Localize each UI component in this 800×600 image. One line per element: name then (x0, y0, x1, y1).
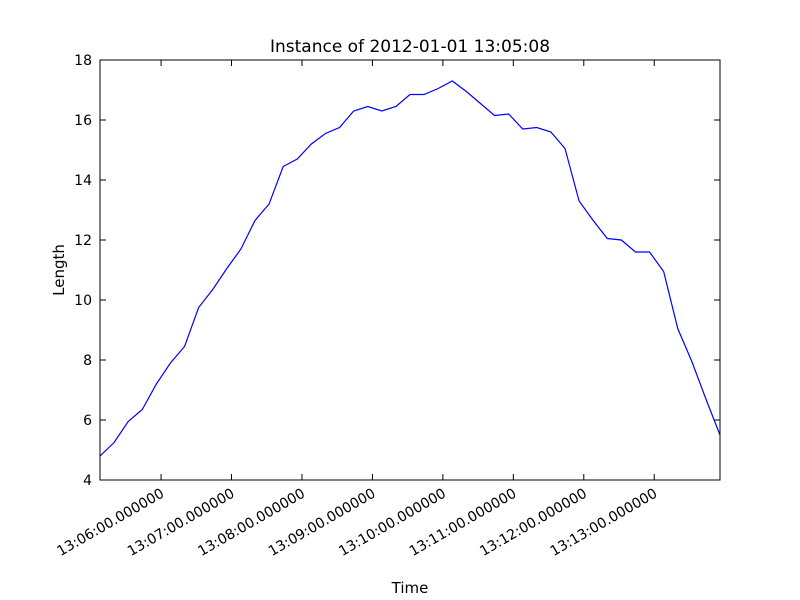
y-tick-label: 14 (74, 173, 92, 189)
series-line (99, 80, 721, 457)
plot-frame (99, 59, 721, 481)
y-axis-label: Length (50, 244, 68, 296)
x-axis-label: Time (391, 579, 429, 597)
plot-area (99, 59, 721, 481)
y-tick-label: 10 (74, 293, 92, 309)
y-tick-label: 16 (74, 113, 92, 129)
y-tick-label: 4 (83, 473, 92, 489)
y-tick-label: 12 (74, 233, 92, 249)
y-tick-label: 18 (74, 53, 92, 69)
y-axis: 4 6 8 10 12 14 16 18 (74, 53, 720, 489)
chart-title: Instance of 2012-01-01 13:05:08 (270, 37, 550, 57)
y-tick-label: 8 (83, 353, 92, 369)
x-axis: 13:06:00.00000013:07:00.00000013:08:00.0… (54, 60, 660, 560)
y-tick-label: 6 (83, 413, 92, 429)
